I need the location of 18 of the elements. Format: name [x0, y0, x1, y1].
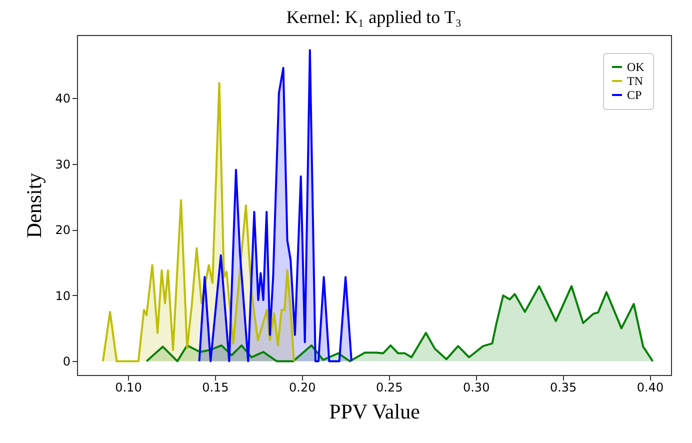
chart-title: Kernel: K₁ applied to T₃ [286, 7, 462, 27]
legend-label: TN [627, 74, 644, 88]
x-tick-label: 0.20 [289, 380, 316, 394]
y-tick-label: 10 [55, 288, 70, 303]
x-tick-label: 0.30 [462, 380, 490, 394]
x-tick-label: 0.10 [115, 380, 142, 394]
y-tick-label: 0 [62, 354, 70, 369]
x-axis-title: PPV Value [329, 400, 420, 424]
x-tick-label: 0.25 [376, 380, 403, 394]
y-axis-title: Density [22, 172, 46, 238]
x-tick-label: 0.40 [636, 380, 664, 394]
legend-label: OK [627, 60, 645, 74]
y-tick-label: 30 [55, 157, 70, 172]
y-tick-label: 40 [55, 92, 70, 106]
y-tick-label: 20 [55, 223, 70, 238]
x-tick-label: 0.35 [550, 380, 577, 394]
x-tick-label: 0.15 [202, 380, 229, 394]
legend-label: CP [627, 88, 642, 102]
